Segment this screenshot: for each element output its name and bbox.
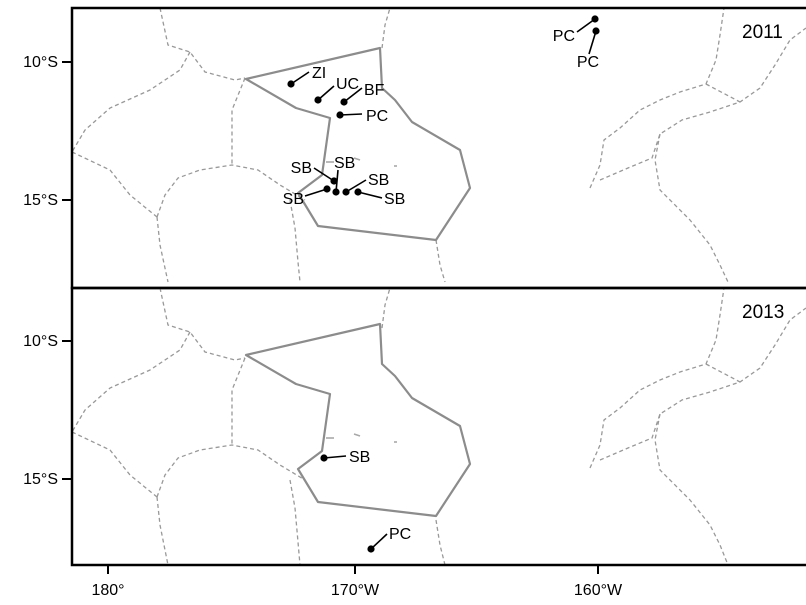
protected-area-2013 [244, 322, 472, 518]
y-tick-label: 10°S [23, 54, 58, 71]
x-axis: 180° 170°W 160°W [91, 565, 623, 599]
point-leader-line [345, 179, 367, 193]
eez-boundary [435, 239, 446, 283]
point-leader-line [343, 87, 363, 103]
eez-boundary [589, 7, 725, 189]
x-tick-label: 180° [91, 582, 124, 599]
point-leader-line [304, 188, 328, 197]
sample-point [320, 454, 328, 462]
sample-point-label: SB [334, 155, 355, 172]
panel-2013: SB PC 2013 [70, 286, 806, 567]
eez-boundary [381, 287, 391, 329]
eez-boundary [705, 83, 741, 103]
eez-boundary [156, 444, 306, 498]
sample-point [323, 185, 331, 193]
x-tick-label: 170°W [331, 582, 380, 599]
protected-area-outline [244, 46, 472, 242]
sample-point [330, 177, 338, 185]
sample-point [314, 96, 322, 104]
eez-boundary [156, 496, 169, 566]
eez-boundary [435, 519, 446, 566]
sample-point-label: UC [336, 76, 359, 93]
eez-boundary [381, 7, 391, 49]
panel-year-2013: 2013 [742, 302, 784, 323]
sample-point-label: SB [283, 191, 304, 208]
y-tick-label: 15°S [23, 192, 58, 209]
sample-point-label: PC [553, 28, 575, 45]
sample-point [592, 27, 600, 35]
eez-boundary [599, 307, 806, 461]
eez-boundary [71, 51, 191, 153]
eez-boundary [156, 164, 306, 218]
sample-point [367, 545, 375, 553]
panel-year-2011: 2011 [742, 22, 783, 43]
eez-boundary [159, 287, 246, 361]
eez-boundary [599, 27, 806, 181]
y-tick-label: 10°S [23, 333, 58, 350]
eez-boundary [289, 199, 301, 283]
eez-boundaries-2011 [71, 7, 806, 283]
point-leader-line [370, 533, 388, 550]
eez-boundary [231, 357, 246, 445]
sample-point-label: ZI [312, 65, 326, 82]
eez-boundary [156, 216, 169, 283]
point-leader-line [335, 169, 339, 193]
sample-point-label: PC [366, 108, 388, 125]
island-mark [353, 433, 361, 437]
sample-point-label: SB [349, 449, 370, 466]
point-leader-line [576, 18, 596, 33]
sample-point [342, 188, 350, 196]
sample-point [336, 111, 344, 119]
eez-boundaries-2013 [71, 287, 806, 566]
sample-point [354, 188, 362, 196]
eez-boundary [231, 77, 246, 165]
eez-boundary [159, 7, 246, 81]
sample-point [591, 15, 599, 23]
island-mark [353, 157, 361, 161]
point-leader-line [588, 30, 597, 55]
point-leader-line [313, 167, 335, 182]
points-2013: SB PC [320, 449, 411, 553]
island-marks [326, 157, 397, 167]
sample-point-label: PC [389, 526, 411, 543]
eez-boundary [71, 431, 158, 498]
eez-boundary [705, 363, 741, 383]
sample-point [287, 80, 295, 88]
point-leader-line [339, 113, 363, 116]
sample-point-label: SB [291, 160, 312, 177]
panel-frame-2013 [70, 286, 806, 567]
eez-boundary [654, 133, 729, 283]
eez-boundary [71, 151, 158, 218]
eez-boundary [71, 331, 191, 433]
y-tick-label: 15°S [23, 471, 58, 488]
sample-point-label: PC [577, 54, 599, 71]
sample-point-label: SB [368, 172, 389, 189]
sample-point-label: SB [384, 191, 405, 208]
eez-boundary [289, 479, 301, 566]
point-leader-line [290, 71, 310, 85]
protected-area-outline [244, 322, 472, 518]
point-leader-line [323, 455, 347, 459]
sample-point [332, 188, 340, 196]
x-tick-label: 160°W [574, 582, 623, 599]
y-axis: 10°S 15°S 10°S 15°S [23, 54, 72, 488]
eez-boundary [589, 287, 725, 469]
sample-point-label: BF [364, 82, 385, 99]
point-leader-line [357, 191, 383, 199]
sample-point [340, 98, 348, 106]
eez-boundary [654, 413, 729, 566]
